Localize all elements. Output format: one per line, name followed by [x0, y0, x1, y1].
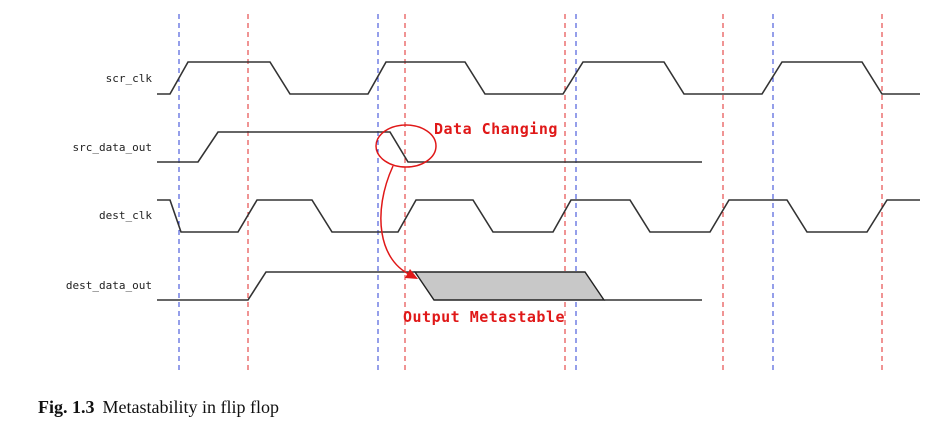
waveform-dest-clk: [157, 199, 920, 233]
figure-number: Fig. 1.3: [38, 397, 95, 417]
waveform-scr-clk: [157, 61, 920, 95]
signal-label-src-data-out: src_data_out: [73, 141, 152, 154]
signal-label-dest-clk: dest_clk: [99, 209, 152, 222]
waveform-dest-data-out: [157, 271, 415, 301]
signal-label-scr-clk: scr_clk: [106, 72, 153, 85]
clock-edge-guides: [178, 14, 883, 372]
timing-diagram: scr_clk src_data_out dest_clk dest_data_…: [66, 14, 920, 372]
annotation-output-metastable: Output Metastable: [403, 308, 565, 326]
figure-caption: Fig. 1.3 Metastability in flip flop: [38, 397, 279, 418]
waveform-src-data-out: [157, 131, 702, 163]
metastable-arrow: [380, 165, 414, 277]
annotation-data-changing: Data Changing: [434, 120, 558, 138]
signal-label-dest-data-out: dest_data_out: [66, 279, 152, 292]
metastable-region: [413, 271, 606, 301]
data-changing-circle: [375, 124, 437, 168]
figure-caption-text: Metastability in flip flop: [102, 397, 279, 417]
arrow-head-icon: [405, 269, 418, 279]
